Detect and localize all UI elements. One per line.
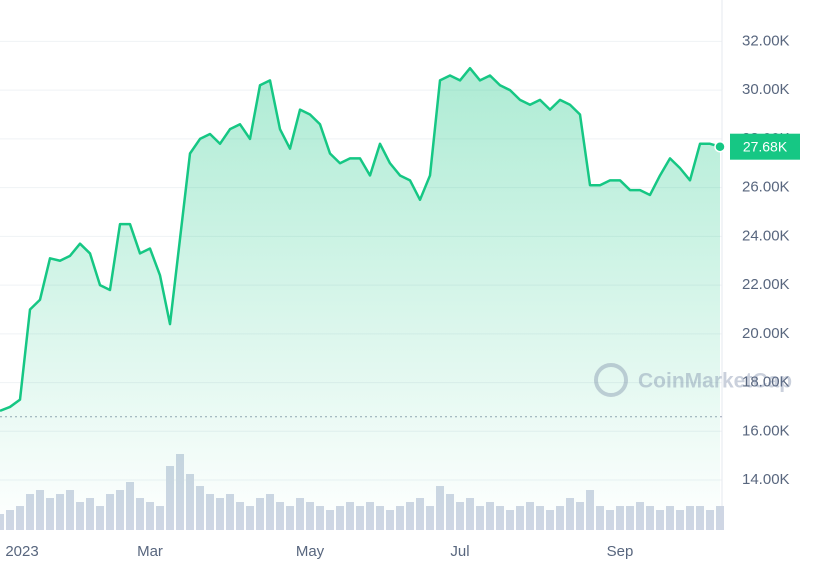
watermark-text: CoinMarketCap	[638, 370, 792, 393]
y-tick-label: 24.00K	[742, 227, 790, 244]
last-price-dot	[714, 140, 726, 153]
y-tick-label: 20.00K	[742, 325, 790, 342]
x-tick-label: Jul	[450, 543, 469, 560]
y-tick-label: 14.00K	[742, 471, 790, 488]
price-area	[0, 68, 720, 530]
watermark: CoinMarketCap	[594, 363, 792, 397]
x-tick-label: Sep	[607, 543, 634, 560]
y-tick-label: 16.00K	[742, 422, 790, 439]
plot: 14.00K 16.00K 18.00K 20.00K 22.00K 24.00K 26.0…	[0, 0, 800, 560]
x-tick-label: May	[296, 543, 325, 560]
y-tick-label: 22.00K	[742, 276, 790, 293]
y-tick-label: 18.00K	[742, 374, 790, 391]
price-tag	[730, 133, 800, 160]
x-tick-label: Mar	[137, 543, 163, 560]
watermark-logo	[594, 363, 628, 397]
price-line	[0, 66, 721, 413]
x-tick-label: 2023	[5, 543, 38, 560]
price-tag-label: 27.68K	[743, 138, 788, 154]
y-tick-label: 26.00K	[742, 179, 790, 196]
y-tick-label: 32.00K	[742, 32, 790, 49]
y-tick-label: 30.00K	[742, 81, 790, 98]
